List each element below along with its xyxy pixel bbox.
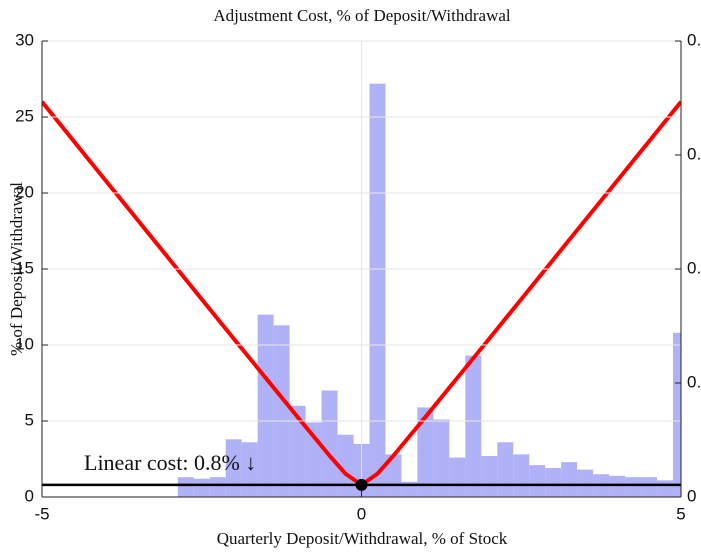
histogram-bar: [577, 469, 594, 497]
annotation: Linear cost: 0.8% ↓: [84, 450, 256, 475]
histogram-bar: [193, 478, 210, 497]
histogram-bar: [369, 83, 386, 497]
y2-tick-label: 0.05: [687, 372, 701, 391]
x-tick-label: -5: [34, 504, 49, 523]
histogram-bar: [449, 457, 466, 497]
y-tick-label: 20: [15, 182, 34, 201]
histogram-bar: [289, 405, 306, 497]
plot: [42, 83, 681, 497]
y-tick-label: 0: [25, 486, 34, 505]
x-axis-label: Quarterly Deposit/Withdrawal, % of Stock: [217, 529, 508, 548]
y2-tick-label: 0.15: [687, 144, 701, 163]
point: [355, 478, 368, 491]
histogram-bar: [209, 477, 226, 497]
histogram-bar: [673, 332, 681, 497]
histogram-bar: [433, 419, 450, 497]
histogram-bar: [385, 454, 402, 497]
histogram-bar: [641, 477, 658, 497]
histogram-bar: [321, 390, 338, 497]
y-tick-label: 15: [15, 258, 34, 277]
histogram-bar: [241, 442, 258, 497]
y-tick-label: 10: [15, 334, 34, 353]
histogram-bar: [273, 325, 290, 497]
histogram-bar: [481, 455, 498, 497]
y2-tick-label: 0.1: [687, 258, 701, 277]
y-tick-label: 30: [15, 30, 34, 49]
histogram-bar: [625, 477, 642, 497]
histogram-bar: [497, 442, 514, 497]
y-tick-label: 5: [25, 410, 34, 429]
histogram-bar: [545, 468, 562, 497]
histogram-bar: [257, 314, 274, 497]
histogram-bar: [529, 465, 546, 497]
histogram-bar: [561, 462, 578, 497]
chart-title: Adjustment Cost, % of Deposit/Withdrawal: [213, 6, 511, 25]
histogram-bar: [337, 434, 354, 497]
x-tick-label: 5: [676, 504, 685, 523]
x-tick-label: 0: [357, 504, 366, 523]
y-axis-label: % of Deposit/Withdrawal: [7, 182, 26, 356]
histogram-bar: [225, 439, 242, 497]
y2-tick-label: 0.2: [687, 30, 701, 49]
histogram-bar: [657, 480, 674, 497]
histogram-bar: [177, 477, 194, 497]
histogram-bar: [465, 355, 482, 497]
y2-tick-label: 0: [687, 486, 696, 505]
histogram-bar: [417, 407, 434, 497]
histogram-bar: [609, 475, 626, 497]
histogram-bar: [513, 454, 530, 497]
y-tick-label: 25: [15, 106, 34, 125]
